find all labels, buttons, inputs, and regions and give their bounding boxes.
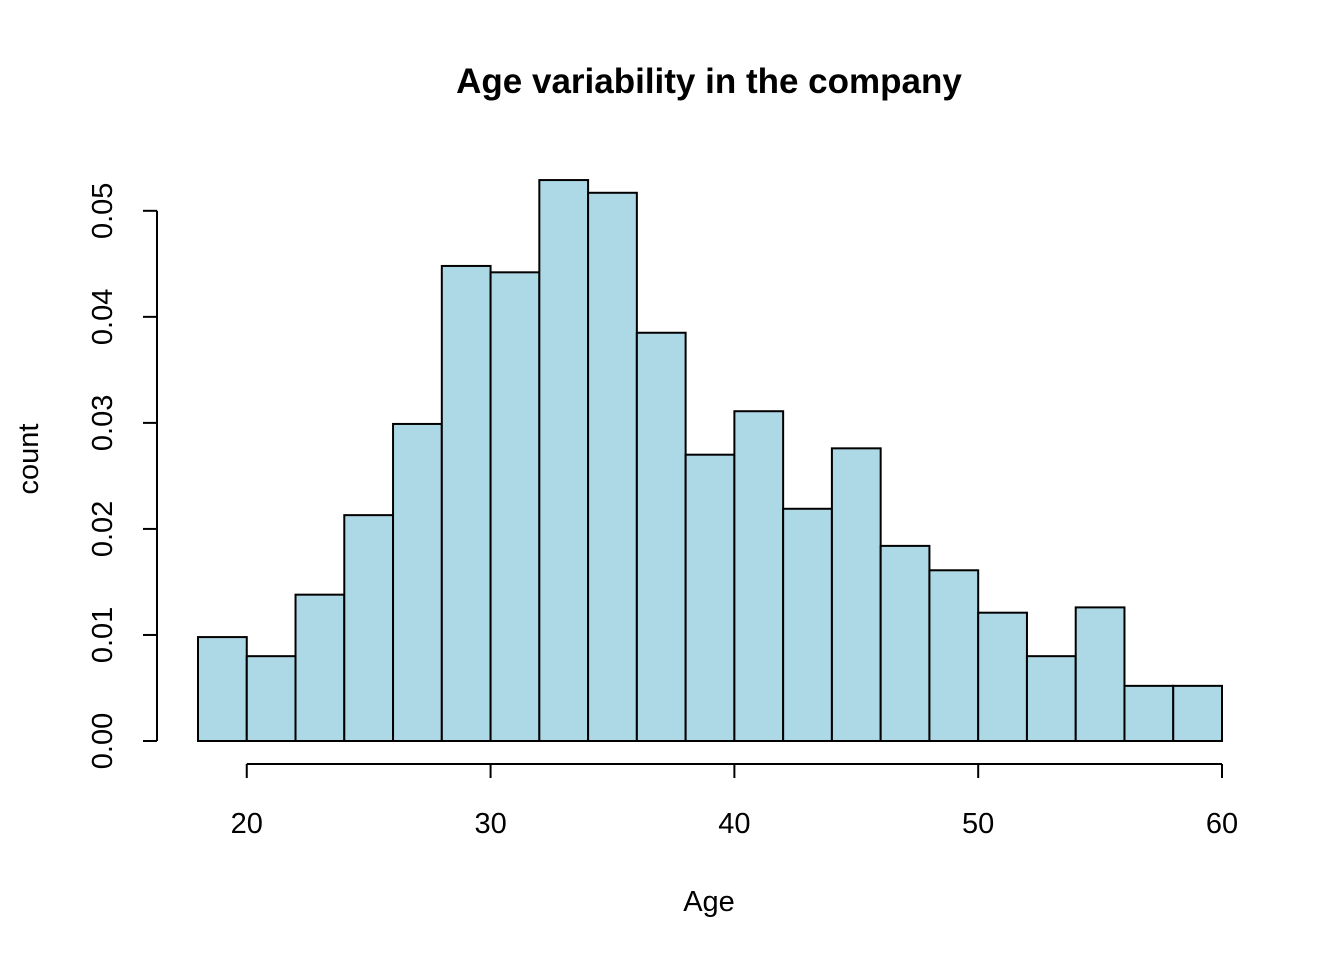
histogram-bar xyxy=(782,507,833,742)
histogram-bar xyxy=(879,544,931,742)
histogram-bar xyxy=(245,655,297,742)
histogram-bar xyxy=(928,569,980,742)
histogram-bars xyxy=(197,179,1223,743)
x-axis: 20 30 40 50 60 xyxy=(231,763,1238,840)
x-axis-label: Age xyxy=(683,886,735,918)
histogram-bar xyxy=(440,264,492,742)
histogram-bar xyxy=(1074,606,1126,742)
x-tick-label: 60 xyxy=(1206,808,1238,840)
histogram-bar xyxy=(538,179,590,743)
histogram-bar xyxy=(684,453,736,742)
x-tick-label: 40 xyxy=(718,808,750,840)
y-tick-label: 0.00 xyxy=(87,713,119,769)
histogram-bar xyxy=(977,611,1028,742)
chart-title: Age variability in the company xyxy=(456,62,962,101)
y-tick-label: 0.03 xyxy=(87,395,119,451)
y-tick-label: 0.05 xyxy=(87,183,119,239)
histogram-bar xyxy=(830,447,882,742)
x-tick-label: 30 xyxy=(474,808,506,840)
histogram-bar xyxy=(392,422,443,742)
y-axis: 0.00 0.01 0.02 0.03 0.04 0.05 xyxy=(87,183,158,769)
histogram-bar xyxy=(489,271,541,742)
histogram-bar xyxy=(733,410,785,742)
y-tick-label: 0.04 xyxy=(87,289,119,345)
y-tick-label: 0.02 xyxy=(87,501,119,557)
histogram-bar xyxy=(1172,684,1223,742)
x-tick-label: 20 xyxy=(231,808,263,840)
x-tick-label: 50 xyxy=(962,808,994,840)
histogram-bar xyxy=(343,514,395,743)
histogram-bar xyxy=(587,191,638,742)
histogram-bar xyxy=(197,636,248,742)
y-axis-label: count xyxy=(13,424,45,495)
histogram-bar xyxy=(294,593,346,742)
histogram-bar xyxy=(635,331,687,742)
y-tick-label: 0.01 xyxy=(87,607,119,663)
histogram-bar xyxy=(1025,655,1077,742)
histogram-bar xyxy=(1123,684,1175,742)
